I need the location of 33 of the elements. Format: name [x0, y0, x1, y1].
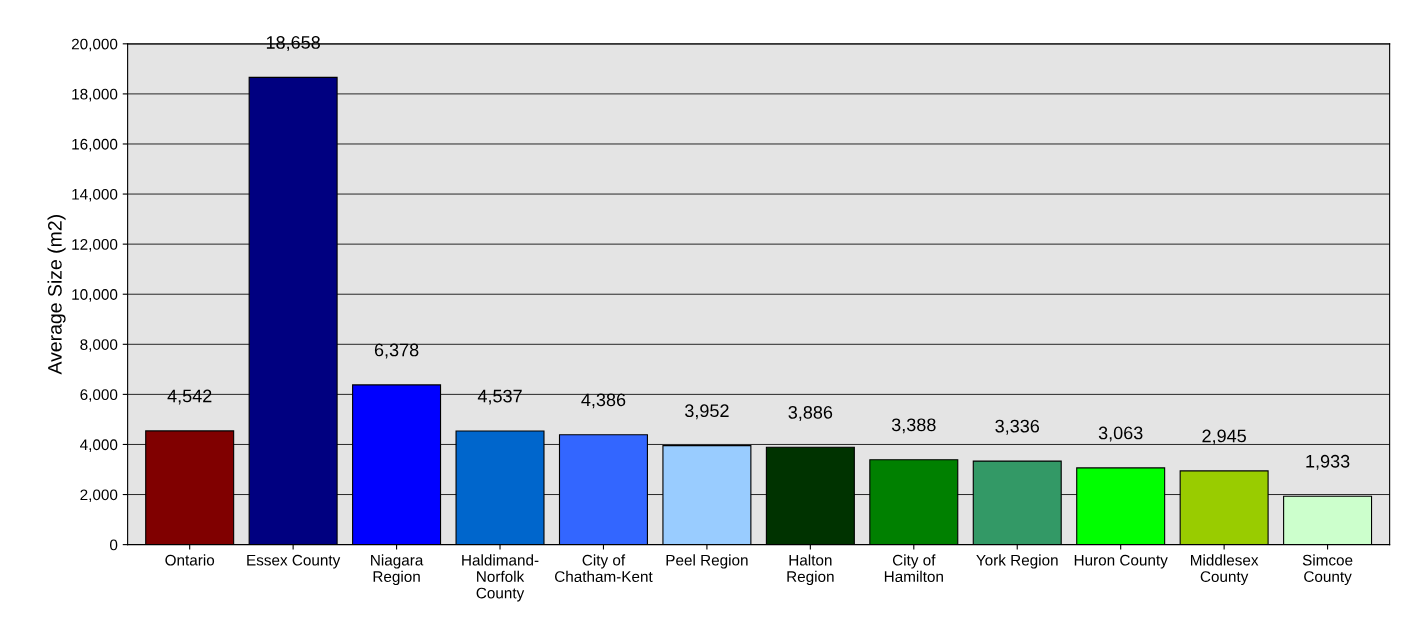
x-tick-label: Halton Region [787, 554, 834, 586]
data-label: 4,386 [581, 393, 626, 409]
data-label: 3,886 [788, 405, 833, 421]
y-axis-title: Average Size (m2) [47, 215, 66, 375]
y-tick-label: 2,000 [80, 489, 118, 503]
y-tick-label: 4,000 [80, 439, 118, 452]
data-label: 6,378 [374, 343, 419, 359]
x-tick-label: Niagara Region [371, 554, 424, 586]
data-label: 3,952 [685, 404, 729, 420]
y-tick-label: 18,000 [72, 88, 118, 102]
y-tick-label: 6,000 [80, 389, 118, 402]
data-label: 1,933 [1306, 454, 1350, 470]
x-tick-label: Middlesex County [1190, 554, 1259, 586]
x-tick-label: Simcoe County [1302, 554, 1353, 586]
x-tick-label: Peel Region [666, 554, 748, 569]
x-tick-label: York Region [976, 554, 1058, 569]
x-tick-label: Essex County [247, 554, 341, 569]
data-label: 2,945 [1202, 429, 1246, 445]
y-tick-label: 14,000 [72, 188, 118, 202]
y-tick-label: 12,000 [72, 239, 118, 252]
x-tick-label: Huron County [1074, 554, 1168, 569]
y-tick-label: 16,000 [72, 138, 118, 152]
x-tick-label: Ontario [165, 554, 215, 566]
data-label: 3,388 [891, 418, 936, 434]
data-label: 3,336 [995, 419, 1040, 435]
y-tick-label: 10,000 [72, 289, 118, 302]
data-label: 3,063 [1098, 426, 1143, 442]
y-tick-label: 8,000 [80, 339, 118, 352]
y-tick-label: 0 [110, 539, 118, 551]
y-tick-label: 20,000 [71, 38, 118, 52]
x-tick-label: City of Chatham-Kent [554, 554, 653, 583]
x-tick-label: City of Hamilton [884, 554, 943, 583]
x-tick-label: Haldimand- Norfolk County [462, 554, 539, 602]
